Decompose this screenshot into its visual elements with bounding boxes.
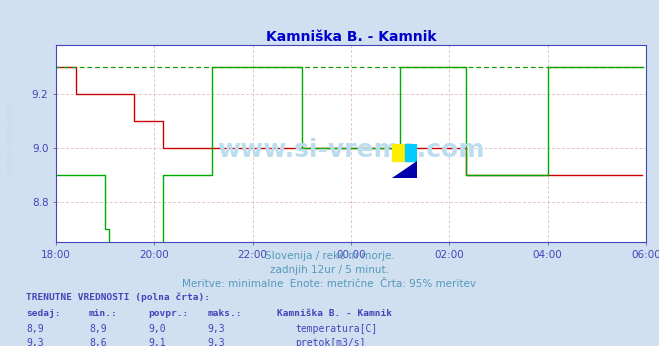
Text: sedaj:: sedaj: bbox=[26, 309, 61, 318]
Text: povpr.:: povpr.: bbox=[148, 309, 188, 318]
Text: 9,3: 9,3 bbox=[26, 338, 44, 346]
Text: 8,9: 8,9 bbox=[89, 324, 107, 334]
Bar bbox=[405, 144, 417, 161]
Text: 8,9: 8,9 bbox=[26, 324, 44, 334]
Text: Meritve: minimalne  Enote: metrične  Črta: 95% meritev: Meritve: minimalne Enote: metrične Črta:… bbox=[183, 279, 476, 289]
Text: 9,0: 9,0 bbox=[148, 324, 166, 334]
Text: zadnjih 12ur / 5 minut.: zadnjih 12ur / 5 minut. bbox=[270, 265, 389, 275]
Polygon shape bbox=[392, 161, 417, 178]
Text: maks.:: maks.: bbox=[208, 309, 242, 318]
Text: min.:: min.: bbox=[89, 309, 118, 318]
Text: pretok[m3/s]: pretok[m3/s] bbox=[295, 338, 366, 346]
Text: 9,3: 9,3 bbox=[208, 338, 225, 346]
Text: www.si-vreme.com: www.si-vreme.com bbox=[217, 137, 484, 162]
Text: TRENUTNE VREDNOSTI (polna črta):: TRENUTNE VREDNOSTI (polna črta): bbox=[26, 292, 210, 302]
Text: 9,3: 9,3 bbox=[208, 324, 225, 334]
Bar bbox=[392, 144, 405, 161]
Text: Slovenija / reke in morje.: Slovenija / reke in morje. bbox=[264, 251, 395, 261]
Title: Kamniška B. - Kamnik: Kamniška B. - Kamnik bbox=[266, 30, 436, 44]
Text: temperatura[C]: temperatura[C] bbox=[295, 324, 378, 334]
Text: Kamniška B. - Kamnik: Kamniška B. - Kamnik bbox=[277, 309, 392, 318]
Text: 9,1: 9,1 bbox=[148, 338, 166, 346]
Text: www.si-vreme.com: www.si-vreme.com bbox=[5, 102, 14, 174]
Text: 8,6: 8,6 bbox=[89, 338, 107, 346]
